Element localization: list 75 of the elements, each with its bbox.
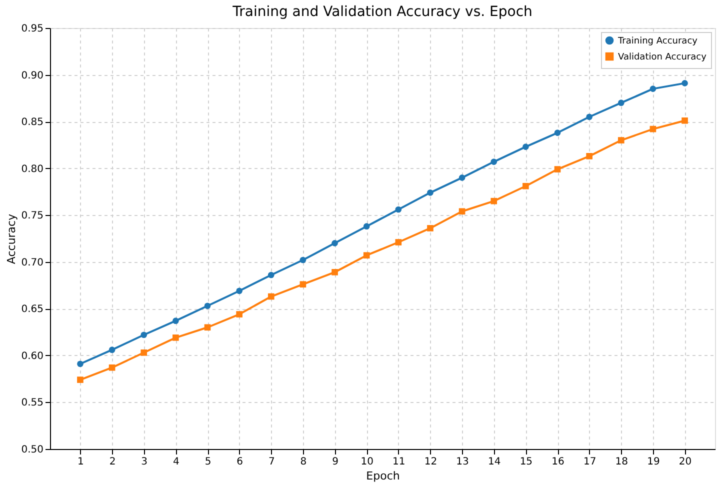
x-tick-label: 14 bbox=[488, 456, 501, 468]
point bbox=[618, 100, 624, 106]
point bbox=[332, 269, 338, 276]
x-tick-label: 7 bbox=[268, 456, 275, 468]
point bbox=[458, 174, 466, 181]
y-tick-label: 0.85 bbox=[21, 117, 44, 128]
x-tick-label: 4 bbox=[172, 456, 180, 468]
point bbox=[554, 130, 561, 136]
point bbox=[268, 272, 274, 278]
y-tick-label: 0.65 bbox=[21, 304, 44, 316]
x-tick-label: 12 bbox=[424, 456, 438, 468]
point bbox=[522, 144, 529, 150]
point bbox=[682, 80, 688, 86]
point bbox=[363, 252, 370, 259]
x-tick-label: 20 bbox=[678, 456, 692, 468]
point bbox=[554, 166, 561, 172]
x-tick-label: 2 bbox=[109, 456, 116, 468]
point bbox=[140, 349, 148, 356]
x-tick-label: 10 bbox=[360, 456, 374, 468]
point bbox=[427, 225, 434, 232]
point bbox=[395, 206, 402, 213]
point bbox=[204, 302, 211, 310]
y-tick-label: 0.70 bbox=[21, 257, 44, 268]
x-tick-label: 1 bbox=[78, 456, 84, 468]
y-tick-label: 0.75 bbox=[21, 210, 44, 222]
point bbox=[108, 346, 116, 353]
x-tick-label: 13 bbox=[456, 456, 469, 468]
x-tick-label: 3 bbox=[141, 456, 148, 468]
point bbox=[650, 86, 656, 92]
x-tick-label: 6 bbox=[236, 456, 244, 468]
y-tick-label: 0.50 bbox=[21, 444, 44, 456]
y-tick-label: 0.90 bbox=[21, 70, 44, 82]
point bbox=[300, 281, 306, 288]
point bbox=[586, 114, 592, 120]
x-axis-title: Epoch bbox=[366, 470, 400, 482]
point bbox=[268, 293, 274, 300]
point bbox=[172, 318, 179, 324]
x-tick-label: 16 bbox=[552, 456, 564, 468]
point bbox=[522, 182, 529, 190]
point bbox=[490, 198, 498, 204]
point bbox=[363, 223, 370, 230]
point bbox=[395, 239, 402, 246]
point bbox=[300, 256, 306, 264]
y-tick-label: 0.60 bbox=[21, 350, 44, 362]
x-tick-label: 8 bbox=[300, 456, 307, 468]
x-tick-label: 5 bbox=[204, 456, 212, 468]
x-tick-label: 19 bbox=[647, 456, 660, 468]
y-tick-label: 0.80 bbox=[21, 164, 44, 175]
point bbox=[236, 288, 242, 294]
point bbox=[586, 153, 592, 160]
x-tick-label: 17 bbox=[583, 456, 596, 468]
legend-label: Training Accuracy bbox=[617, 36, 698, 46]
point bbox=[650, 126, 656, 132]
y-tick-label: 0.95 bbox=[21, 24, 44, 34]
x-tick-label: 15 bbox=[520, 456, 533, 468]
point bbox=[77, 376, 84, 383]
point bbox=[618, 137, 624, 144]
x-tick-label: 18 bbox=[615, 456, 628, 468]
chart-title: Training and Validation Accuracy vs. Epoch bbox=[232, 4, 532, 20]
x-tick-label: 9 bbox=[332, 456, 338, 468]
point bbox=[427, 190, 434, 196]
y-axis-title: Accuracy bbox=[5, 213, 18, 264]
point bbox=[236, 311, 242, 318]
point bbox=[458, 208, 466, 215]
point bbox=[682, 117, 688, 124]
point bbox=[140, 332, 148, 338]
point bbox=[108, 364, 116, 371]
point bbox=[77, 360, 84, 368]
point bbox=[490, 158, 498, 165]
legend-label: Validation Accuracy bbox=[618, 52, 708, 62]
point bbox=[332, 240, 338, 246]
y-tick-label: 0.55 bbox=[21, 398, 44, 409]
x-tick-label: 11 bbox=[392, 456, 406, 468]
point bbox=[172, 334, 179, 341]
point bbox=[204, 324, 211, 331]
